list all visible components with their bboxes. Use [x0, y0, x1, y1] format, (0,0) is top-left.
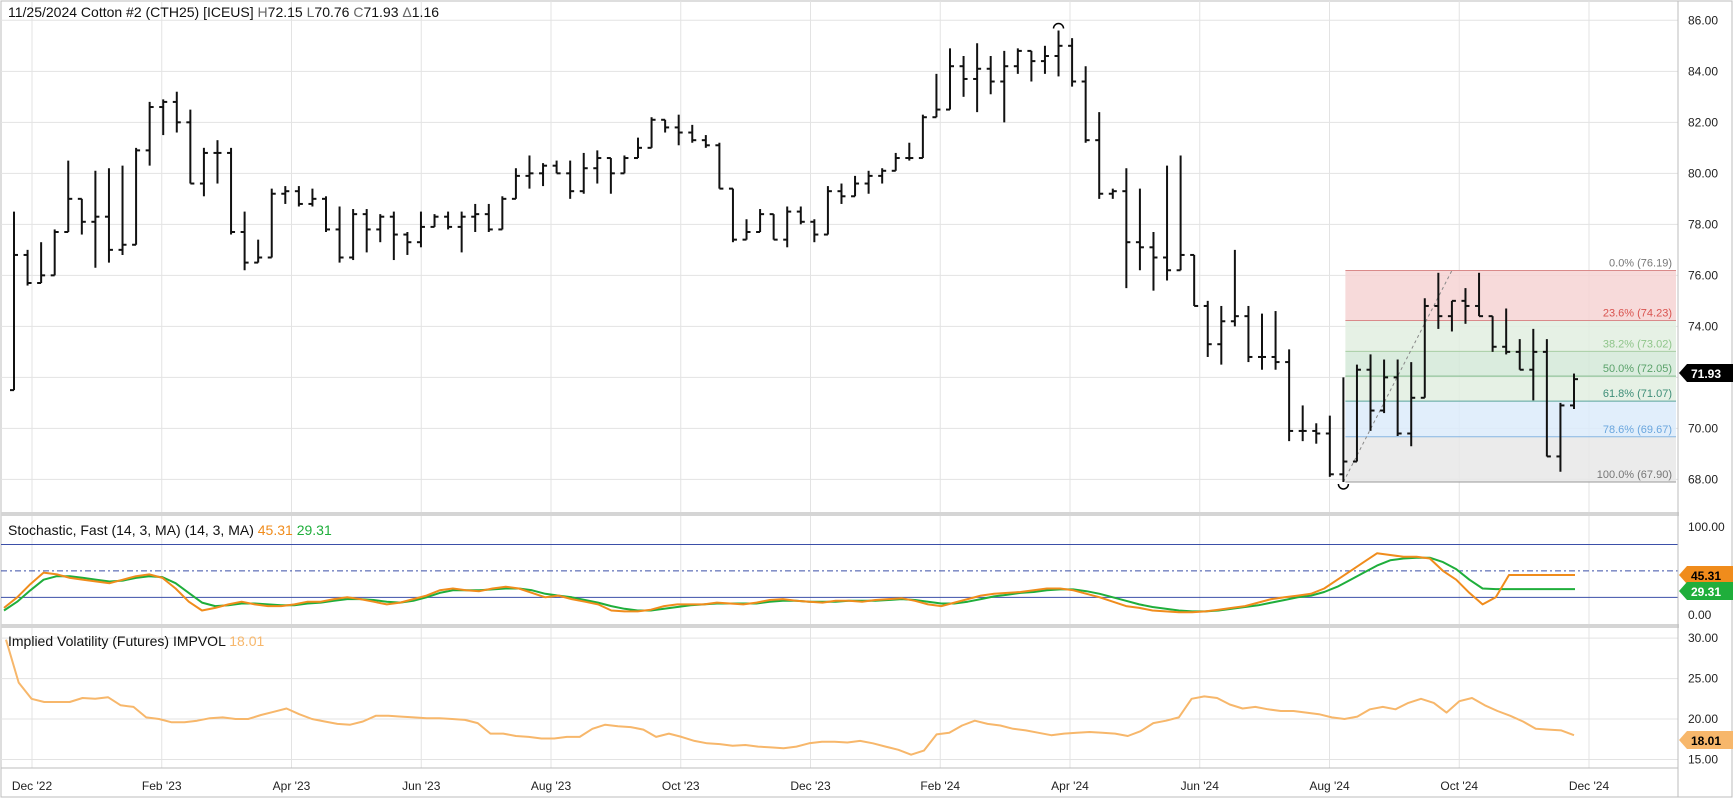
fib-level-label: 100.0% (67.90) — [1597, 469, 1672, 481]
price-bars-layer — [10, 22, 1578, 490]
stoch-d-badge: 29.31 — [1679, 582, 1733, 600]
swing-high-marker — [1052, 22, 1065, 29]
pane-separator-2[interactable] — [1, 624, 1679, 628]
fibonacci-layer: 0.0% (76.19) 23.6% (74.23) 38.2% (73.02) 50… — [1342, 258, 1676, 483]
x-tick-label: Apr '23 — [273, 779, 311, 793]
x-tick-label: Feb '24 — [920, 779, 960, 793]
stoch-k-line — [3, 552, 1575, 614]
fib-zone — [1345, 351, 1676, 377]
ivol-value-label: 18.01 — [1691, 734, 1721, 748]
price-tick-label: 80.00 — [1688, 166, 1718, 180]
fib-level-label: 78.6% (69.67) — [1603, 424, 1672, 436]
stoch-tick-label: 100.00 — [1688, 520, 1725, 534]
fib-trend-line — [1342, 270, 1453, 483]
stoch-d-label: 29.31 — [1691, 585, 1721, 599]
price-tick-label: 70.00 — [1688, 421, 1718, 435]
price-tick-label: 84.00 — [1688, 64, 1718, 78]
fib-zone — [1345, 270, 1676, 321]
fib-level-label: 0.0% (76.19) — [1609, 258, 1672, 270]
x-tick-label: Apr '24 — [1051, 779, 1089, 793]
price-tick-label: 78.00 — [1688, 217, 1718, 231]
last-price-badge: 71.93 — [1679, 364, 1733, 382]
last-price-label: 71.93 — [1691, 367, 1721, 381]
ivol-tick-label: 25.00 — [1688, 672, 1718, 686]
stoch-k-label: 45.31 — [1691, 569, 1721, 583]
swing-low-marker — [1337, 483, 1350, 490]
stoch-tick-label: 0.00 — [1688, 608, 1712, 622]
grid-layer — [1, 1, 1678, 768]
price-tick-label: 86.00 — [1688, 13, 1718, 27]
ivol-tick-label: 20.00 — [1688, 712, 1718, 726]
fib-zone — [1345, 436, 1676, 482]
x-tick-label: Aug '23 — [531, 779, 572, 793]
chart-header: 11/25/2024 Cotton #2 (CTH25) [ICEUS] H72… — [8, 4, 439, 20]
price-tick-label: 82.00 — [1688, 115, 1718, 129]
pane-separator-1[interactable] — [1, 512, 1679, 516]
x-tick-label: Oct '23 — [662, 779, 700, 793]
x-tick-label: Feb '23 — [142, 779, 182, 793]
x-tick-label: Jun '23 — [402, 779, 441, 793]
fib-zone — [1345, 320, 1676, 352]
stoch-k-badge: 45.31 — [1679, 566, 1733, 584]
x-tick-label: Aug '24 — [1309, 779, 1350, 793]
fib-level-label: 61.8% (71.07) — [1603, 388, 1672, 400]
ivol-header: Implied Volatility (Futures) IMPVOL 18.0… — [8, 633, 264, 649]
fib-level-label: 38.2% (73.02) — [1603, 338, 1672, 350]
x-tick-label: Dec '22 — [12, 779, 53, 793]
fib-zone — [1345, 401, 1676, 437]
stochastic-header: Stochastic, Fast (14, 3, MA) (14, 3, MA)… — [8, 522, 332, 538]
fib-zone — [1345, 376, 1676, 402]
fib-level-label: 23.6% (74.23) — [1603, 307, 1672, 319]
x-tick-label: Dec '24 — [1569, 779, 1610, 793]
x-tick-label: Dec '23 — [790, 779, 831, 793]
implied-volatility-layer — [5, 639, 1575, 756]
stochastic-layer — [1, 543, 1678, 614]
x-tick-label: Jun '24 — [1181, 779, 1220, 793]
price-tick-label: 76.00 — [1688, 268, 1718, 282]
x-tick-label: Oct '24 — [1440, 779, 1478, 793]
price-tick-label: 74.00 — [1688, 319, 1718, 333]
ivol-badge: 18.01 — [1679, 731, 1733, 749]
ivol-tick-label: 30.00 — [1688, 631, 1718, 645]
fib-level-label: 50.0% (72.05) — [1603, 363, 1672, 375]
price-tick-label: 68.00 — [1688, 472, 1718, 486]
ivol-tick-label: 15.00 — [1688, 753, 1718, 767]
ivol-line — [5, 639, 1575, 756]
